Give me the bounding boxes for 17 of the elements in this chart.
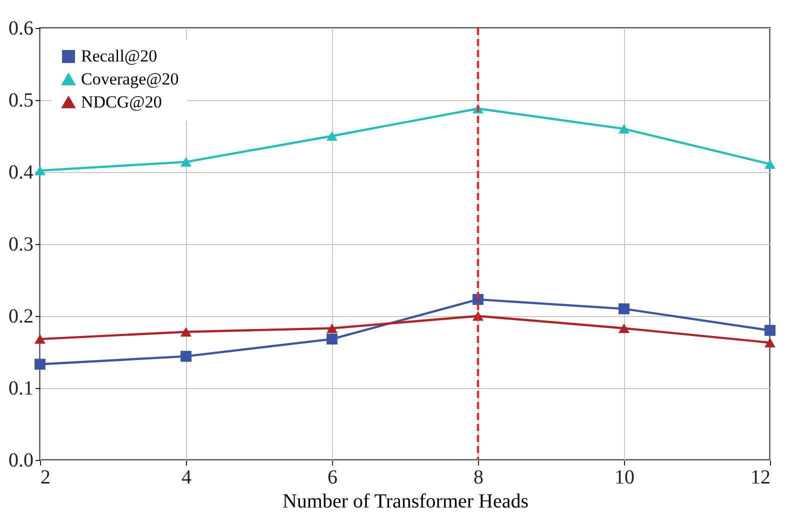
legend-label: Coverage@20 [81,70,179,88]
x-tick-label: 2 [40,466,50,488]
legend-label: Recall@20 [81,46,158,66]
x-tick-label: 6 [328,466,338,488]
y-tick-label: 0.1 [8,378,34,400]
legend-label: NDCG@20 [81,92,162,112]
y-tick-label: 0.4 [8,162,34,184]
x-axis-title: Number of Transformer Heads [282,490,529,512]
x-tick-label: 8 [474,466,484,488]
x-tick-label: 4 [182,466,192,488]
y-tick-label: 0.3 [8,234,34,256]
x-tick-label: 12 [750,466,770,488]
y-tick-label: 0.6 [8,18,34,40]
y-tick-label: 0.2 [8,306,34,328]
x-tick-label: 10 [614,466,634,488]
y-tick-label: 0.5 [8,90,34,112]
y-tick-label: 0.0 [8,450,34,472]
